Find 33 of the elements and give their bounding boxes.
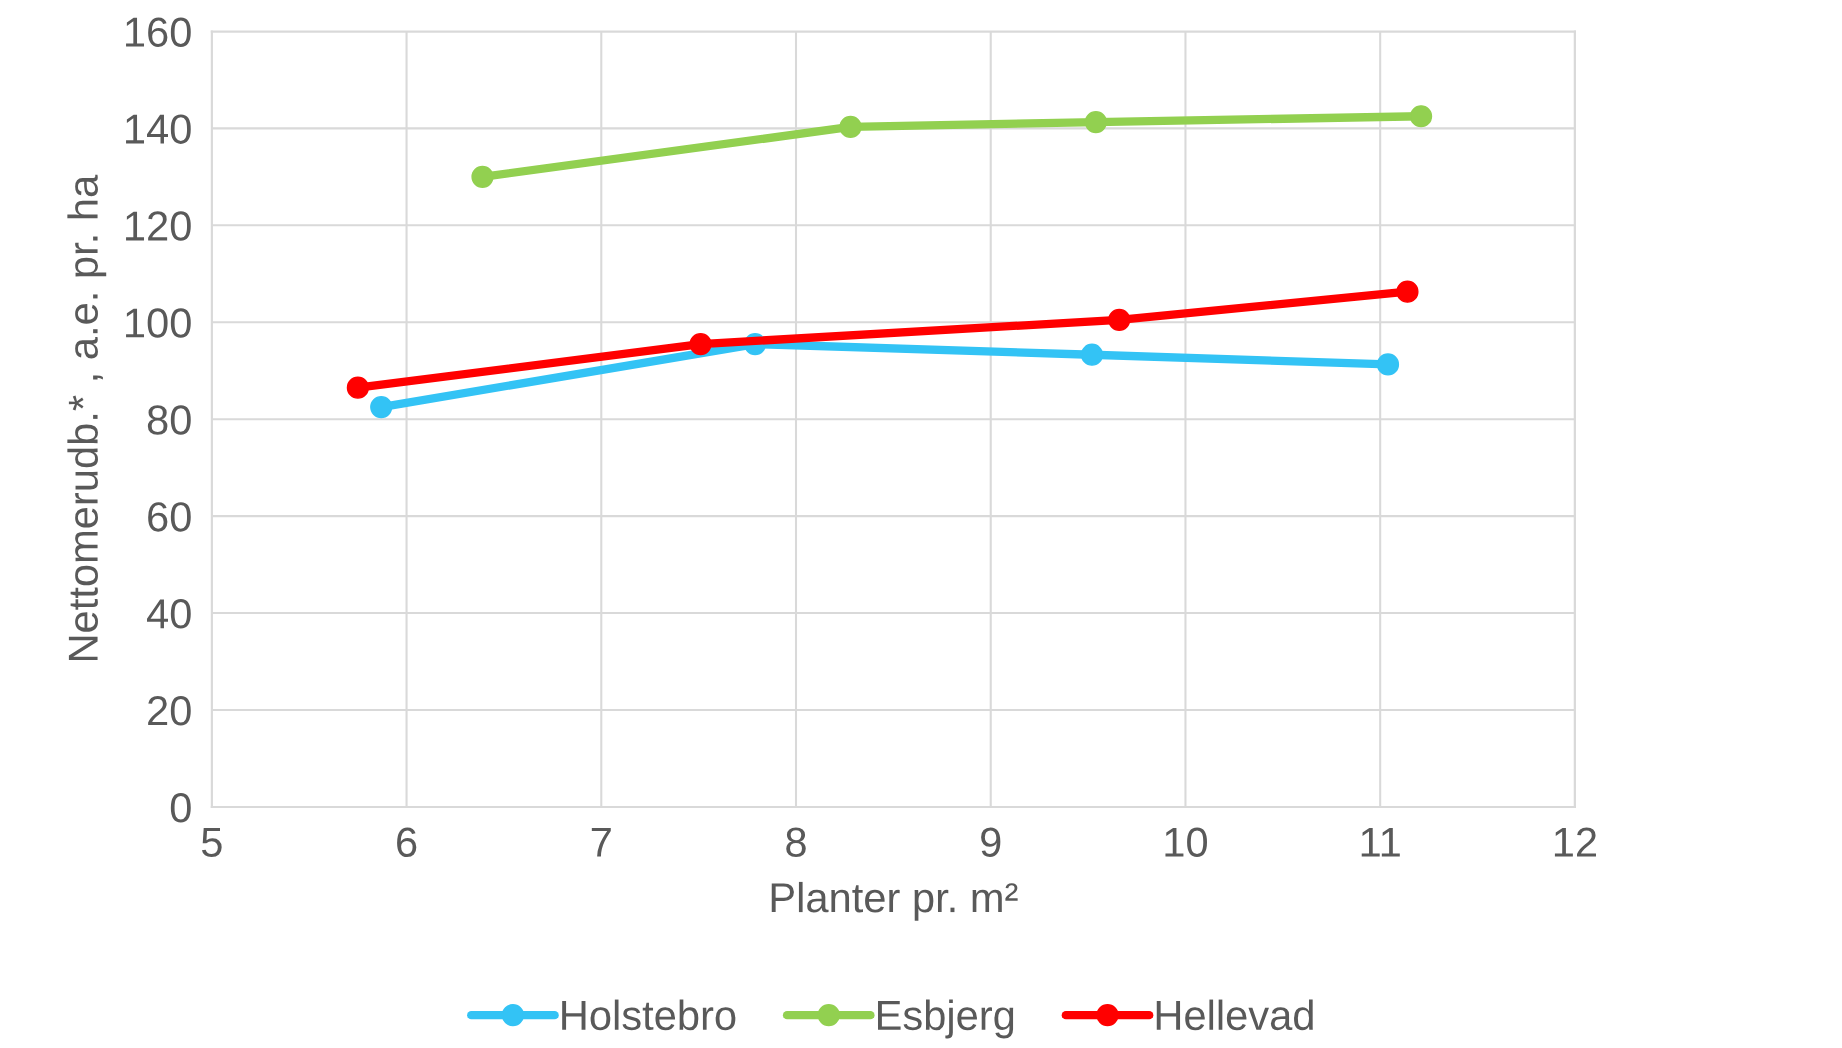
point <box>471 165 494 188</box>
legend-label: Esbjerg <box>878 999 1014 1039</box>
x-tick-label: 10 <box>1165 827 1207 858</box>
point <box>1396 280 1419 303</box>
x-tick-label: 12 <box>1554 827 1596 857</box>
legend-label: Holstebro <box>562 999 736 1031</box>
point <box>1108 308 1131 331</box>
y-tick-label: 0 <box>170 792 191 823</box>
x-tick-label: 11 <box>1361 827 1400 857</box>
y-tick-label: 80 <box>147 405 191 435</box>
x-axis-title: Planter pr. m² <box>771 881 1018 921</box>
y-tick-label: 140 <box>126 114 191 144</box>
y-tick-label: 160 <box>126 17 191 47</box>
point <box>1084 110 1107 134</box>
point <box>689 332 712 356</box>
point <box>1080 343 1104 366</box>
point <box>370 395 393 419</box>
y-tick-label: 60 <box>148 502 191 532</box>
y-tick-label: 40 <box>147 599 191 629</box>
x-tick-label: 8 <box>786 827 806 858</box>
point <box>346 376 369 399</box>
x-tick-label: 7 <box>591 827 611 857</box>
y-tick-label: 100 <box>126 308 191 338</box>
y-tick-label: 120 <box>126 211 191 241</box>
legend-label: Hellevad <box>1156 999 1313 1031</box>
point <box>1409 105 1433 128</box>
point <box>839 115 862 139</box>
y-tick-label: 20 <box>148 696 191 726</box>
x-tick-label: 5 <box>201 827 222 858</box>
point <box>1376 353 1400 376</box>
x-tick-label: 9 <box>981 827 1001 858</box>
x-tick-label: 6 <box>397 827 417 858</box>
y-axis-title: Nettomerudb.* , a.e. pr. ha <box>67 174 107 661</box>
